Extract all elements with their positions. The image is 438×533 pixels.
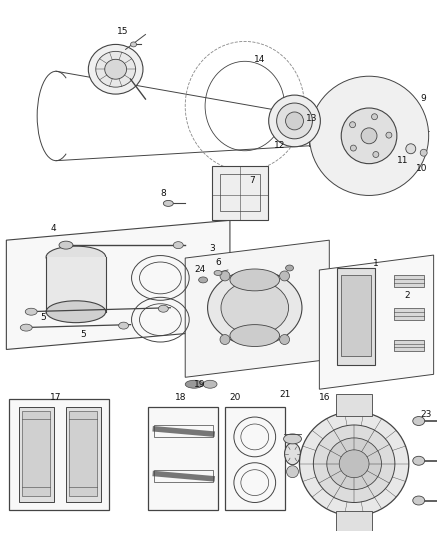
Ellipse shape (198, 277, 208, 283)
Ellipse shape (279, 335, 290, 344)
Bar (9, 399, 109, 511)
Text: 14: 14 (254, 55, 265, 64)
Text: 1: 1 (373, 259, 379, 268)
Ellipse shape (339, 450, 369, 478)
Bar (155, 425, 213, 437)
Polygon shape (319, 255, 434, 389)
Ellipse shape (361, 128, 377, 144)
Ellipse shape (286, 265, 293, 271)
Bar (19, 407, 54, 502)
Ellipse shape (88, 44, 143, 94)
Ellipse shape (96, 51, 135, 87)
Bar (46, 257, 106, 312)
Ellipse shape (20, 324, 32, 331)
Ellipse shape (277, 103, 312, 139)
Text: 16: 16 (318, 393, 330, 402)
Bar (394, 340, 424, 351)
Bar (148, 407, 218, 511)
Text: 5: 5 (80, 330, 86, 339)
Text: 18: 18 (174, 393, 186, 402)
Ellipse shape (386, 132, 392, 138)
Ellipse shape (221, 281, 289, 335)
Ellipse shape (406, 144, 416, 154)
Ellipse shape (173, 241, 183, 248)
Text: 23: 23 (420, 409, 431, 418)
Bar (66, 407, 101, 502)
Bar (336, 512, 372, 533)
Bar (341, 275, 371, 357)
Ellipse shape (46, 301, 106, 322)
Ellipse shape (105, 59, 127, 79)
Ellipse shape (350, 145, 357, 151)
Text: 17: 17 (50, 393, 62, 402)
Bar (212, 166, 268, 220)
Bar (394, 308, 424, 320)
Ellipse shape (327, 438, 381, 490)
Ellipse shape (185, 380, 203, 388)
Text: 19: 19 (194, 379, 206, 389)
Ellipse shape (286, 466, 298, 478)
Text: 3: 3 (209, 244, 215, 253)
Text: 9: 9 (421, 94, 427, 102)
Text: 7: 7 (249, 176, 254, 185)
Text: 11: 11 (397, 156, 409, 165)
Ellipse shape (119, 322, 129, 329)
Text: 2: 2 (404, 292, 410, 300)
Ellipse shape (314, 425, 395, 503)
Bar (336, 394, 372, 416)
Ellipse shape (413, 456, 425, 465)
Bar (394, 275, 424, 287)
Ellipse shape (268, 95, 320, 147)
Text: 13: 13 (306, 115, 317, 124)
Ellipse shape (413, 417, 425, 425)
Text: 24: 24 (194, 265, 206, 274)
Ellipse shape (163, 200, 173, 206)
Ellipse shape (373, 151, 379, 157)
Bar (225, 407, 285, 511)
Text: 20: 20 (229, 393, 240, 402)
Ellipse shape (131, 42, 137, 47)
Text: 15: 15 (117, 27, 128, 36)
Ellipse shape (214, 270, 222, 276)
Bar (22, 411, 50, 496)
Text: 21: 21 (279, 390, 290, 399)
Ellipse shape (413, 496, 425, 505)
Ellipse shape (203, 380, 217, 388)
Text: 4: 4 (50, 224, 56, 233)
Ellipse shape (59, 241, 73, 249)
Ellipse shape (371, 114, 378, 120)
Text: 5: 5 (40, 313, 46, 322)
Text: 10: 10 (416, 164, 427, 173)
Ellipse shape (208, 270, 302, 345)
Text: 6: 6 (215, 257, 221, 266)
Ellipse shape (159, 305, 168, 312)
Ellipse shape (220, 335, 230, 344)
Ellipse shape (230, 269, 279, 291)
Ellipse shape (279, 271, 290, 281)
Ellipse shape (286, 112, 304, 130)
Bar (220, 174, 260, 212)
Ellipse shape (341, 108, 397, 164)
Ellipse shape (350, 122, 356, 128)
Text: 8: 8 (160, 189, 166, 198)
Ellipse shape (285, 443, 300, 465)
Ellipse shape (420, 149, 427, 156)
Ellipse shape (283, 434, 301, 444)
Bar (155, 470, 213, 482)
Ellipse shape (25, 308, 37, 315)
Ellipse shape (220, 271, 230, 281)
Ellipse shape (309, 76, 429, 196)
Ellipse shape (46, 246, 106, 268)
Bar (69, 411, 97, 496)
Ellipse shape (300, 411, 409, 516)
Text: 12: 12 (274, 141, 285, 150)
Polygon shape (185, 240, 329, 377)
Ellipse shape (230, 325, 279, 346)
Polygon shape (7, 220, 230, 350)
Bar (337, 268, 375, 365)
